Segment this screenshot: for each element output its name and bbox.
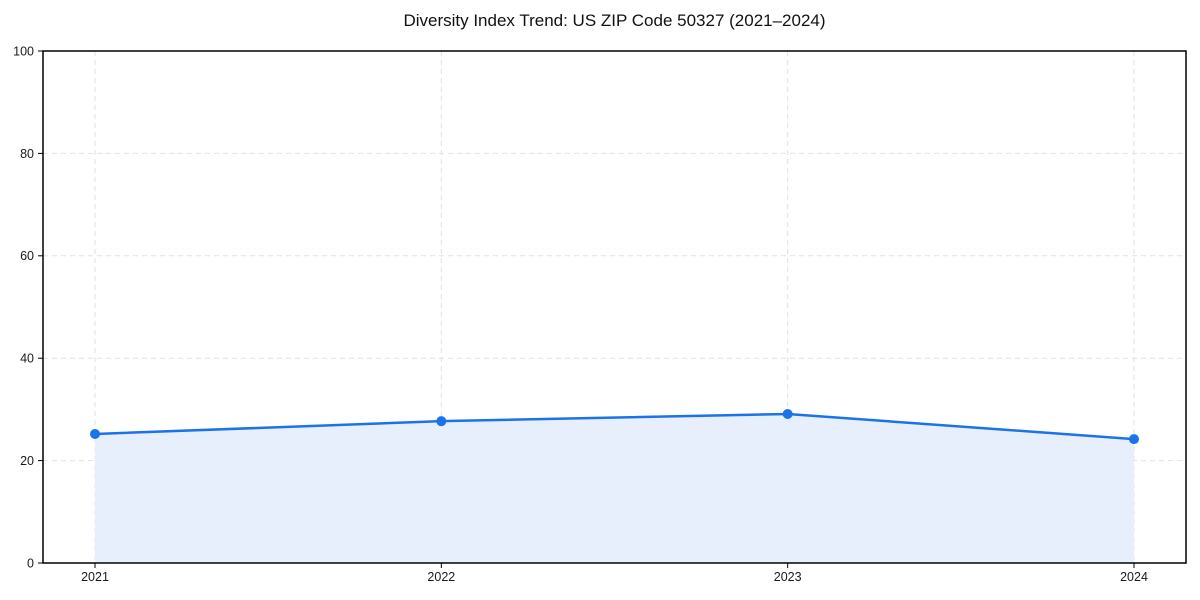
x-tick-label-2022: 2022 [427,570,455,584]
trend-line [93,412,1136,441]
x-tick-label-2021: 2021 [81,570,109,584]
data-point-2021 [90,428,100,439]
data-point-2022 [436,416,447,427]
y-tick-label-40: 40 [20,352,34,366]
y-tick-label-80: 80 [20,147,34,161]
y-tick-label-60: 60 [20,249,34,263]
x-tick-label-2024: 2024 [1120,570,1148,584]
y-tick-label-100: 100 [13,44,34,58]
plot-border [42,50,1187,564]
y-tick-label-0: 0 [27,556,34,570]
y-tick-label-20: 20 [20,454,34,468]
x-tick-label-2023: 2023 [774,570,802,584]
area-fill [95,414,1134,563]
data-point-2024 [1129,434,1139,445]
chart-title: Diversity Index Trend: US ZIP Code 50327… [403,11,826,30]
data-point-2023 [782,409,793,420]
